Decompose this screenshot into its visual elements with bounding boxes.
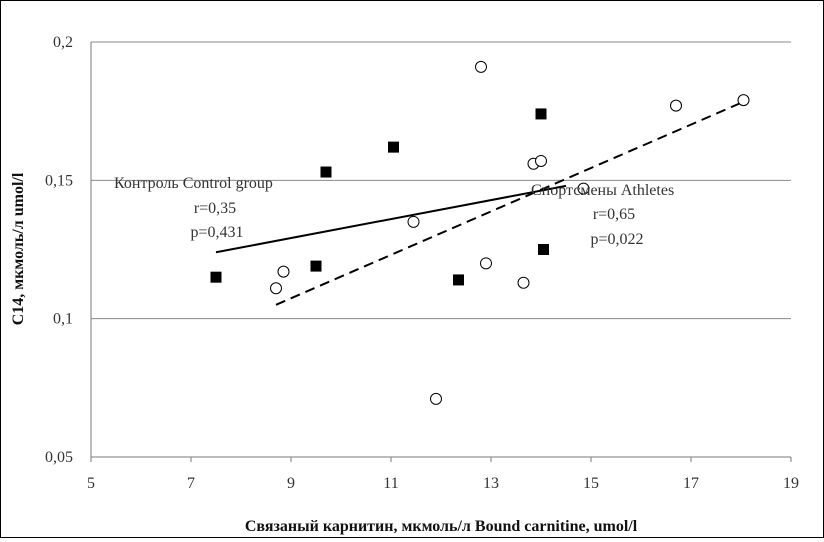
control-p-label: p=0,431 xyxy=(190,224,243,241)
grid-layer xyxy=(91,41,791,320)
athletes-point-circle xyxy=(270,282,282,295)
x-tick-label: 9 xyxy=(287,475,295,492)
label-layer: Контроль Control group r=0,35 p=0,431 Спорт… xyxy=(114,175,674,248)
athletes-trendline xyxy=(275,101,742,306)
control-group-label: Контроль Control group xyxy=(114,175,273,192)
y-axis-label: С14, мкмоль/л umol/l xyxy=(10,172,27,325)
control-point-square xyxy=(538,244,549,255)
x-tick-label: 17 xyxy=(683,475,699,492)
control-point-square xyxy=(310,260,322,272)
x-tick-label: 13 xyxy=(483,475,499,492)
x-tick-label: 19 xyxy=(783,475,799,492)
axis-layer: 0,05 0,1 0,15 0,2 5 7 9 11 13 15 17 19 xyxy=(45,34,799,492)
y-tick-label: 0,1 xyxy=(53,311,73,328)
athletes-group-label: Спортсмены Athletes xyxy=(531,182,674,199)
x-tick-label: 15 xyxy=(583,475,599,492)
control-r-label: r=0,35 xyxy=(194,200,236,217)
y-tick-label: 0,05 xyxy=(45,449,73,466)
athletes-point-circle xyxy=(577,182,590,195)
athletes-r-label: r=0,65 xyxy=(593,206,635,223)
trendline-layer xyxy=(215,101,742,306)
x-tick-label: 7 xyxy=(187,475,195,492)
x-tick-label: 5 xyxy=(87,475,95,492)
x-tick-label: 11 xyxy=(383,475,398,492)
control-point-square xyxy=(388,141,399,153)
athletes-point-circle xyxy=(480,257,492,270)
x-axis-label: Связаный карнитин, мкмоль/л Bound carnit… xyxy=(245,518,638,535)
athletes-point-circle xyxy=(430,392,442,405)
athletes-point-circle xyxy=(277,265,290,278)
athletes-p-label: p=0,022 xyxy=(590,231,643,248)
athletes-point-circle xyxy=(737,94,750,107)
athletes-point-circle xyxy=(517,276,530,289)
athletes-point-circle xyxy=(670,99,682,112)
athletes-point-circle xyxy=(475,60,487,73)
control-point-square xyxy=(453,274,464,286)
control-point-square xyxy=(535,108,547,120)
athletes-point-circle xyxy=(535,154,547,167)
control-point-square xyxy=(320,166,332,178)
athletes-point-circle xyxy=(407,215,420,228)
control-point-square xyxy=(210,271,222,283)
y-tick-label: 0,15 xyxy=(45,172,73,189)
y-tick-label: 0,2 xyxy=(53,34,73,51)
points-layer xyxy=(210,60,750,405)
control-trendline xyxy=(215,184,567,254)
